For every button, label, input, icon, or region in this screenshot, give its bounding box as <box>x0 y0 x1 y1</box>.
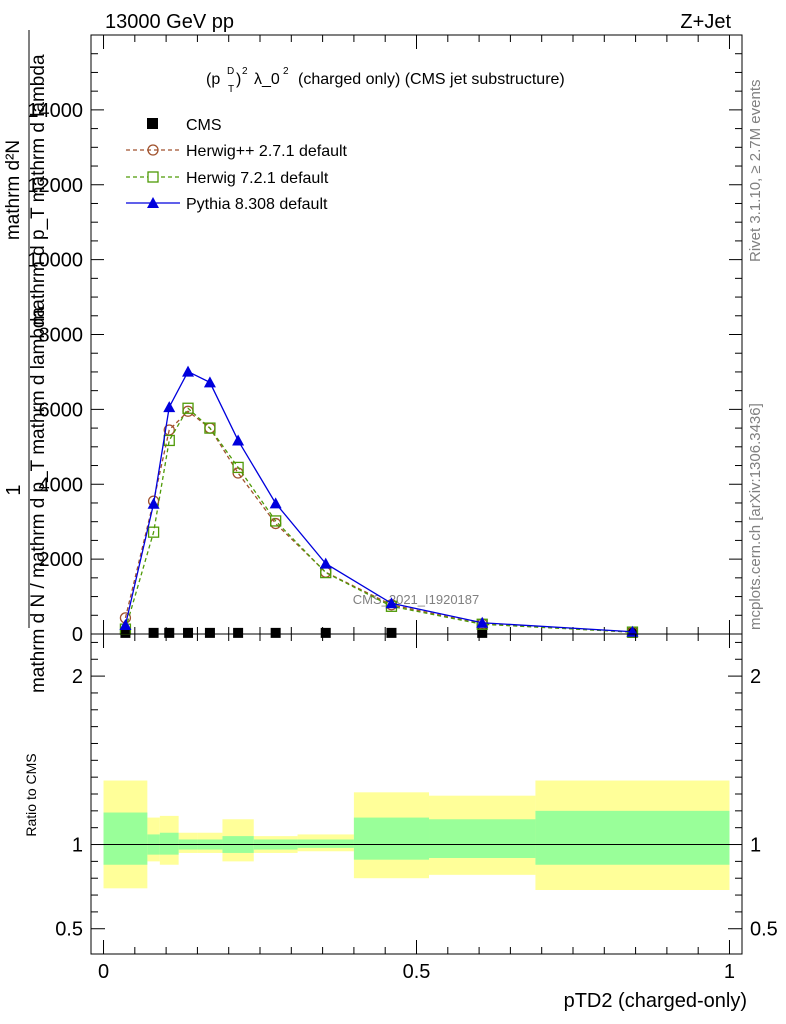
data-point <box>476 616 489 628</box>
mcplots-label: mcplots.cern.ch [arXiv:1306.3436] <box>747 403 764 630</box>
ratio-ytick-label: 0.5 <box>55 919 83 941</box>
ratio-ytick-label: 2 <box>72 666 83 688</box>
series-line <box>124 410 633 633</box>
data-point <box>319 557 332 569</box>
title-open-paren: (p <box>206 71 220 88</box>
data-point <box>147 526 160 538</box>
legend-label-cms: CMS <box>186 117 222 134</box>
ylabel-numerator: mathrm d²N <box>3 140 24 240</box>
ratio-axis-ticks: 0.5 0.5 1 1 2 2 0 0.5 1 <box>55 634 778 983</box>
observable-title: (p T D ) 2 λ_0 2 (charged only) (CMS jet… <box>206 66 565 95</box>
data-point <box>147 497 160 509</box>
series-pythia-8-308-default <box>119 365 639 637</box>
legend: CMS Herwig++ 2.7.1 default Herwig 7.2.1 … <box>126 117 348 213</box>
ratio-ytick-label: 1 <box>72 835 83 857</box>
ratio-bands <box>103 780 730 890</box>
title-subscript-t: T <box>228 84 234 95</box>
ratio-ytick-label-right: 1 <box>750 835 761 857</box>
ratio-band-inner <box>159 832 179 855</box>
ratio-band-inner <box>429 819 536 858</box>
data-point <box>119 619 132 631</box>
main-ytick-label: 2000 <box>39 549 84 571</box>
ratio-frame <box>90 633 743 955</box>
title-lambda: λ_0 <box>254 71 280 88</box>
ylabel-lower: mathrm d N / mathrm d p_T mathrm d lambd… <box>28 307 49 694</box>
data-point <box>320 627 331 638</box>
legend-marker-herwig7 <box>147 171 159 183</box>
data-point <box>183 627 194 638</box>
main-ylabel: 1 mathrm d N / mathrm d p_T mathrm d lam… <box>3 30 49 693</box>
main-ytick-label: 4000 <box>39 474 84 496</box>
legend-marker-herwigpp <box>147 144 159 156</box>
main-ytick-label: 8000 <box>39 325 84 347</box>
data-point <box>232 461 244 474</box>
data-point <box>204 422 216 434</box>
rivet-label: Rivet 3.1.10, ≥ 2.7M events <box>747 80 764 263</box>
main-series <box>119 365 639 638</box>
ratio-xtick-label: 0.5 <box>403 961 431 983</box>
ylabel-one: 1 <box>3 484 25 495</box>
data-point <box>148 627 159 638</box>
legend-label-pythia: Pythia 8.308 default <box>186 196 328 213</box>
legend-marker-cms <box>147 118 158 129</box>
data-point <box>163 401 176 413</box>
data-point <box>270 627 281 638</box>
title-square-2: 2 <box>283 66 289 77</box>
legend-label-herwigpp: Herwig++ 2.7.1 default <box>186 143 348 160</box>
data-point <box>386 627 397 638</box>
data-point <box>182 402 194 414</box>
main-ytick-label: 10000 <box>27 250 83 272</box>
data-point <box>232 434 245 446</box>
ratio-band-inner <box>297 839 354 848</box>
data-point <box>385 597 398 609</box>
ratio-ylabel: Ratio to CMS <box>23 753 39 836</box>
ratio-band-inner <box>103 812 148 865</box>
data-point <box>269 497 282 509</box>
series-line <box>124 407 633 633</box>
xlabel: pTD2 (charged-only) <box>564 990 747 1012</box>
main-ytick-label: 12000 <box>27 175 83 197</box>
data-point <box>204 627 215 638</box>
data-point <box>270 515 282 527</box>
ratio-band-inner <box>535 810 730 865</box>
title-close-paren: ) <box>236 71 241 88</box>
ratio-xtick-label: 1 <box>724 961 735 983</box>
main-axis-ticks: 0 2000 4000 6000 8000 10000 12000 14000 <box>27 35 742 646</box>
legend-marker-pythia <box>147 197 159 208</box>
title-superscript-d: D <box>227 66 234 77</box>
data-point <box>233 627 244 638</box>
process-label: Z+Jet <box>680 11 731 33</box>
data-point <box>477 627 488 638</box>
data-point <box>120 627 131 638</box>
energy-label: 13000 GeV pp <box>105 11 234 33</box>
ratio-ytick-label-right: 2 <box>750 666 761 688</box>
main-ytick-label: 0 <box>72 624 83 646</box>
main-ytick-label: 14000 <box>27 100 83 122</box>
ratio-band-inner <box>353 817 430 860</box>
series-cms <box>120 627 638 638</box>
title-square-1: 2 <box>242 66 248 77</box>
title-rest: (charged only) (CMS jet substructure) <box>298 71 565 88</box>
legend-label-herwig7: Herwig 7.2.1 default <box>186 170 329 187</box>
ylabel-denominator: mathrm d p_T mathrm d lambda <box>28 54 49 325</box>
main-ytick-label: 6000 <box>39 399 84 421</box>
data-point <box>182 365 195 377</box>
ratio-xtick-label: 0 <box>98 961 109 983</box>
data-point <box>203 376 216 388</box>
ratio-ytick-label-right: 0.5 <box>750 919 778 941</box>
data-point <box>164 627 175 638</box>
watermark: CMS_2021_I1920187 <box>353 592 480 607</box>
